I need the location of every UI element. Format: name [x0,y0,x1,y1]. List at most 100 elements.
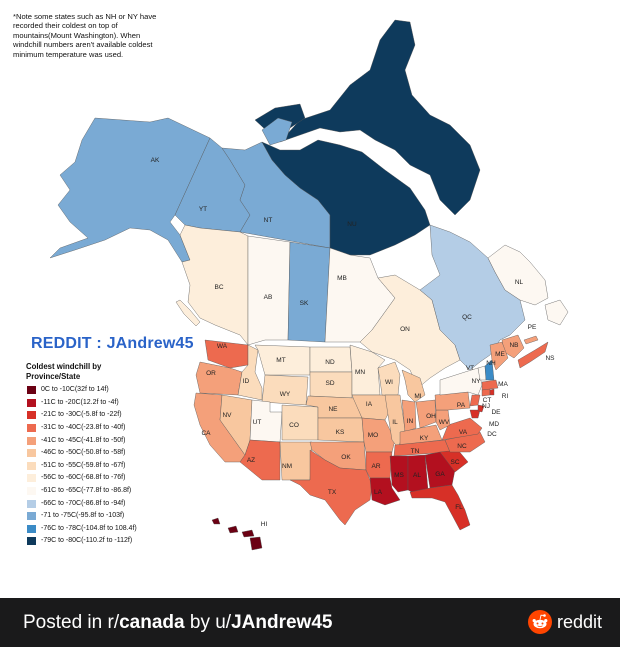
legend-item: -79C to -80C(-110.2f to -112f) [26,537,156,546]
label-qc: QC [462,314,472,321]
region-nu [261,139,431,256]
label-nj: NJ [482,403,490,410]
label-mo: MO [368,432,378,439]
label-az: AZ [247,457,255,464]
label-id: ID [243,378,250,385]
label-ok: OK [341,454,351,461]
region-ri [489,388,495,396]
posted-in-text[interactable]: Posted in r/canada by u/JAndrew45 [23,612,332,634]
north-america-map: AK YT NT NU BC AB SK MB ON QC NL NB NS P… [49,19,569,551]
label-ri: RI [502,393,509,400]
label-ca: CA [201,430,211,437]
legend-item: -71 to -75C(-95.8f to -103f) [26,512,156,521]
label-pa: PA [457,402,466,409]
region-la [369,477,401,506]
label-la: LA [374,489,383,496]
legend-title: Coldest windchill by Province/State [26,362,102,381]
legend-label: -31C to -40C(-23.8f to -40f) [41,423,126,431]
legend-swatch [27,512,36,521]
region-sk [287,241,331,343]
posted-middle: by u/ [184,612,232,633]
legend-swatch [27,449,36,458]
label-ma: MA [498,381,508,388]
legend-swatch [27,461,36,470]
region-ns [517,341,549,369]
legend-label: -21C to -30C(-5.8f to -22f) [41,411,122,419]
label-in: IN [407,418,414,425]
region-id [237,344,263,401]
legend-label: -56C to -60C(-68.8f to -76f) [41,474,126,482]
reddit-wordmark[interactable]: reddit [557,612,603,632]
label-nu: NU [347,221,357,228]
region-ma [481,379,499,391]
label-nm: NM [282,463,292,470]
legend-swatch [27,386,36,395]
reddit-logo-icon[interactable] [528,610,552,634]
label-pe: PE [528,324,537,331]
posted-prefix: Posted in r/ [23,612,120,633]
label-nl: NL [515,279,524,286]
region-tx [289,449,373,526]
region-hi-1 [211,517,221,525]
legend-label: -51C to -55C(-59.8f to -67f) [41,461,126,469]
legend-label: -66C to -70C(-86.8f to -94f) [41,499,126,507]
label-wa: WA [217,343,228,350]
label-mb: MB [337,275,347,282]
label-il: IL [392,419,398,426]
label-bc: BC [214,284,223,291]
username[interactable]: JAndrew45 [231,612,333,633]
author-brand: REDDIT : JAndrew45 [31,335,194,352]
region-nu-islands [279,19,481,216]
region-qc-northern-island [261,117,293,146]
legend-label: -46C to -50C(-50.8f to -58f) [41,449,126,457]
label-hi: HI [261,521,268,528]
legend-swatch [27,423,36,432]
label-ut: UT [253,419,262,426]
label-tn: TN [411,448,420,455]
label-al: AL [413,472,421,479]
region-hi-3 [241,529,255,538]
label-vt: VT [466,365,474,372]
label-ar: AR [371,463,380,470]
label-nh: NH [486,360,496,367]
region-nh [484,359,495,381]
region-hi-2 [227,525,239,534]
legend-label: -61C to -65C(-77.8f to -86.8f) [41,486,132,494]
subreddit-name[interactable]: canada [119,612,185,633]
region-wy [261,374,309,406]
legend-item: -21C to -30C(-5.8f to -22f) [26,411,156,420]
legend-item: -11C to -20C(12.2f to -4f) [26,398,156,408]
region-fl [409,484,471,531]
label-ny: NY [471,378,481,385]
region-mt [254,344,311,376]
label-mi: MI [414,393,421,400]
label-wi: WI [385,379,393,386]
region-mn [349,344,386,396]
label-ga: GA [435,471,445,478]
label-nc: NC [457,443,467,450]
label-nv: NV [222,412,232,419]
label-ky: KY [420,435,429,442]
region-nm [279,441,313,481]
region-ky [399,424,443,446]
legend-swatch [27,537,36,546]
label-ks: KS [336,429,345,436]
legend-items: 0C to -10C(32f to 14f) -11C to -20C(12.2f… [26,386,156,546]
label-sc: SC [450,459,459,466]
label-ms: MS [394,472,404,479]
label-ak: AK [151,157,160,164]
region-ab [247,235,291,346]
region-bc-island [175,299,201,327]
legend-label: -76C to -78C(-104.8f to 108.4f) [41,524,137,532]
legend-label: -79C to -80C(-110.2f to -112f) [41,537,133,545]
label-fl: FL [455,504,463,511]
legend-item: -41C to -45C(-41.8f to -50f) [26,436,156,446]
region-hi-4 [249,536,263,551]
legend-item: -56C to -60C(-68.8f to -76f) [26,474,156,483]
label-ne: NE [328,406,338,413]
region-ny [439,367,483,396]
legend-swatch [27,398,36,407]
region-nl-island [544,299,569,326]
legend-item: -46C to -50C(-50.8f to -58f) [26,449,156,458]
